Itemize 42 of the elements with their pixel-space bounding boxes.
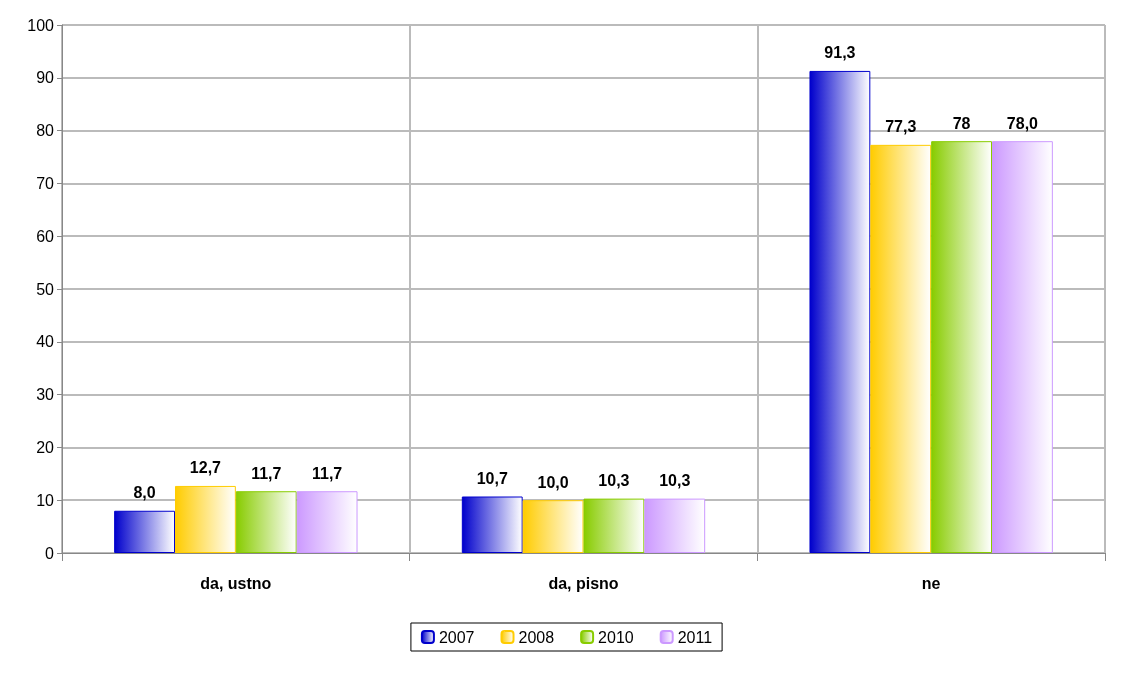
data-label: 10,0 [537, 473, 569, 491]
bar [114, 510, 175, 553]
y-tick-label: 80 [36, 122, 55, 140]
y-tick-label: 50 [36, 280, 55, 298]
bar [870, 144, 932, 553]
y-tick-label: 10 [36, 491, 55, 509]
x-tick-label: da, ustno [200, 574, 272, 592]
data-label: 10,7 [476, 470, 508, 487]
x-tick-label: ne [921, 574, 941, 592]
data-label: 8,0 [133, 484, 156, 502]
bar [809, 70, 871, 553]
y-tick-label: 0 [45, 544, 55, 562]
data-label: 10,3 [598, 472, 630, 490]
y-tick-label: 40 [36, 333, 55, 351]
bar [522, 500, 584, 553]
y-tick-label: 70 [36, 174, 55, 192]
y-tick-label: 90 [36, 69, 55, 87]
y-tick-label: 30 [36, 386, 55, 404]
y-tick-label: 20 [36, 438, 55, 456]
bar [931, 141, 993, 553]
legend-label: 2007 [438, 628, 475, 646]
y-tick-label: 60 [36, 227, 55, 245]
data-label: 12,7 [189, 459, 222, 477]
y-tick-label: 100 [27, 16, 55, 34]
bar [644, 498, 706, 553]
data-label: 10,3 [659, 472, 691, 490]
bar [583, 498, 645, 553]
bar [235, 491, 297, 553]
bar [461, 496, 523, 553]
bar [174, 485, 236, 553]
data-label: 11,7 [311, 464, 343, 482]
legend-label: 2010 [598, 628, 634, 646]
bar [296, 491, 358, 553]
bar [992, 141, 1053, 553]
data-label: 91,3 [824, 44, 856, 62]
data-label: 78,0 [1006, 114, 1039, 132]
x-tick-label: da, pisno [548, 574, 619, 592]
data-label: 77,3 [885, 118, 917, 136]
legend-label: 2008 [518, 628, 555, 646]
data-label: 11,7 [251, 464, 282, 482]
data-label: 78 [952, 114, 971, 132]
legend-label: 2011 [677, 628, 713, 646]
